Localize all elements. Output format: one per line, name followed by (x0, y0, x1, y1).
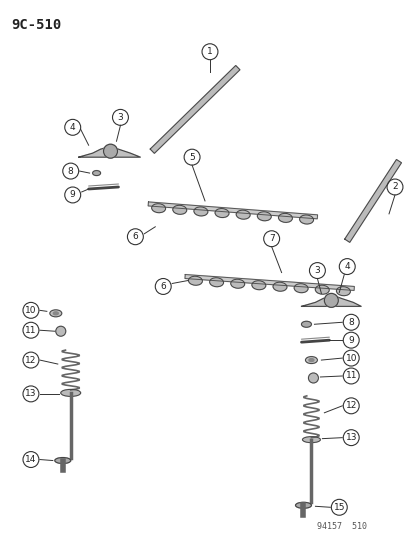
Circle shape (324, 294, 337, 308)
Ellipse shape (278, 213, 292, 222)
Ellipse shape (315, 285, 328, 294)
Ellipse shape (151, 204, 165, 213)
Ellipse shape (251, 281, 265, 290)
Ellipse shape (53, 312, 58, 315)
Text: 10: 10 (25, 306, 37, 315)
Ellipse shape (305, 357, 317, 364)
Ellipse shape (172, 205, 186, 214)
Ellipse shape (61, 390, 81, 397)
Ellipse shape (236, 210, 249, 219)
Ellipse shape (299, 215, 313, 224)
Ellipse shape (55, 457, 71, 464)
Polygon shape (301, 295, 360, 306)
Text: 94157  510: 94157 510 (317, 522, 366, 531)
Text: 12: 12 (25, 356, 36, 365)
Ellipse shape (301, 321, 311, 327)
Text: 8: 8 (68, 167, 74, 175)
Text: 8: 8 (347, 318, 353, 327)
Text: 9: 9 (70, 190, 76, 199)
Text: 6: 6 (160, 282, 166, 291)
Text: 11: 11 (25, 326, 37, 335)
Polygon shape (150, 66, 240, 154)
Ellipse shape (294, 284, 307, 293)
Ellipse shape (302, 437, 320, 442)
Text: 9C-510: 9C-510 (11, 18, 61, 32)
Polygon shape (78, 146, 140, 157)
Ellipse shape (230, 279, 244, 288)
Text: 11: 11 (344, 372, 356, 381)
Circle shape (308, 373, 318, 383)
Ellipse shape (50, 310, 62, 317)
Text: 13: 13 (344, 433, 356, 442)
Text: 3: 3 (117, 113, 123, 122)
Ellipse shape (273, 282, 286, 291)
Text: 9: 9 (347, 336, 353, 345)
Polygon shape (185, 274, 354, 290)
Ellipse shape (193, 207, 207, 216)
Text: 4: 4 (344, 262, 349, 271)
Text: 1: 1 (206, 47, 212, 56)
Text: 3: 3 (314, 266, 320, 275)
Circle shape (103, 144, 117, 158)
Ellipse shape (209, 278, 223, 287)
Text: 5: 5 (189, 152, 195, 161)
Polygon shape (148, 202, 317, 219)
Ellipse shape (336, 287, 349, 296)
Text: 12: 12 (345, 401, 356, 410)
Ellipse shape (93, 171, 100, 175)
Ellipse shape (308, 359, 313, 361)
Circle shape (56, 326, 66, 336)
Text: 10: 10 (344, 353, 356, 362)
Text: 14: 14 (25, 455, 36, 464)
Ellipse shape (188, 276, 202, 285)
Text: 15: 15 (333, 503, 344, 512)
Text: 2: 2 (391, 182, 397, 191)
Text: 13: 13 (25, 390, 37, 398)
Ellipse shape (215, 208, 228, 217)
Text: 6: 6 (132, 232, 138, 241)
Polygon shape (344, 159, 401, 243)
Text: 7: 7 (268, 234, 274, 243)
Ellipse shape (295, 502, 311, 508)
Ellipse shape (257, 212, 271, 221)
Text: 4: 4 (70, 123, 75, 132)
